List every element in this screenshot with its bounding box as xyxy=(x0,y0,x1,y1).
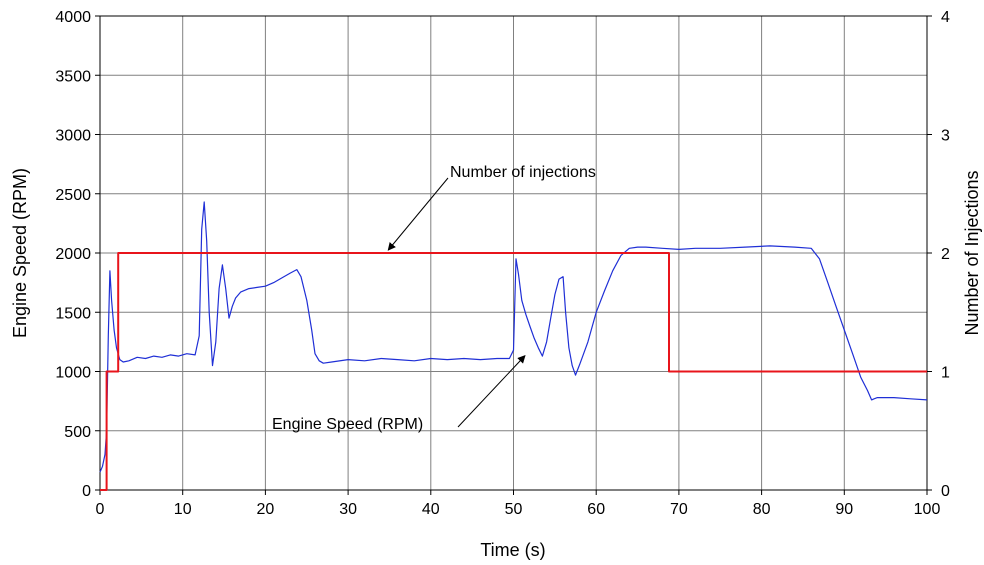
x-tick-label: 100 xyxy=(914,501,941,518)
x-tick-label: 20 xyxy=(257,501,275,518)
x-tick-label: 40 xyxy=(422,501,440,518)
secondary-y-axis-title: Number of Injections xyxy=(962,170,982,335)
x-tick-label: 90 xyxy=(835,501,853,518)
y-tick-label: 3000 xyxy=(55,128,91,145)
annotation-arrow-engine-speed xyxy=(457,354,526,428)
y2-tick-label: 2 xyxy=(941,246,950,263)
x-axis-title: Time (s) xyxy=(480,540,545,560)
y2-tick-label: 4 xyxy=(941,9,950,26)
annotation-arrow-injections xyxy=(387,177,449,251)
x-tick-label: 60 xyxy=(587,501,605,518)
x-tick-label: 0 xyxy=(96,501,105,518)
x-tick-label: 10 xyxy=(174,501,192,518)
y-tick-label: 500 xyxy=(64,424,91,441)
y-tick-label: 0 xyxy=(82,483,91,500)
y2-tick-label: 0 xyxy=(941,483,950,500)
y2-tick-label: 3 xyxy=(941,128,950,145)
y-tick-label: 4000 xyxy=(55,9,91,26)
y-tick-label: 3500 xyxy=(55,68,91,85)
y-tick-label: 2500 xyxy=(55,187,91,204)
engine-speed-series-line xyxy=(99,201,928,473)
x-tick-label: 50 xyxy=(505,501,523,518)
y-tick-label: 2000 xyxy=(55,246,91,263)
annotation-label-injections: Number of injections xyxy=(450,164,596,181)
y-tick-label: 1500 xyxy=(55,305,91,322)
x-tick-label: 30 xyxy=(339,501,357,518)
right-axis-ticks: 0 1 2 3 4 xyxy=(927,9,950,500)
annotation-label-engine-speed: Engine Speed (RPM) xyxy=(272,416,423,433)
x-axis-ticks: 0 10 20 30 40 50 60 70 80 90 100 xyxy=(96,490,941,518)
y2-tick-label: 1 xyxy=(941,365,950,382)
x-tick-label: 70 xyxy=(670,501,688,518)
injections-series-line xyxy=(100,252,927,491)
y-tick-label: 1000 xyxy=(55,365,91,382)
x-tick-label: 80 xyxy=(753,501,771,518)
left-axis-ticks: 0 500 1000 1500 2000 2500 3000 3500 4000 xyxy=(55,9,100,500)
annotations: Number of injections Engine Speed (RPM) xyxy=(272,164,596,433)
series-layer xyxy=(99,201,928,491)
y-axis-title: Engine Speed (RPM) xyxy=(10,168,30,338)
